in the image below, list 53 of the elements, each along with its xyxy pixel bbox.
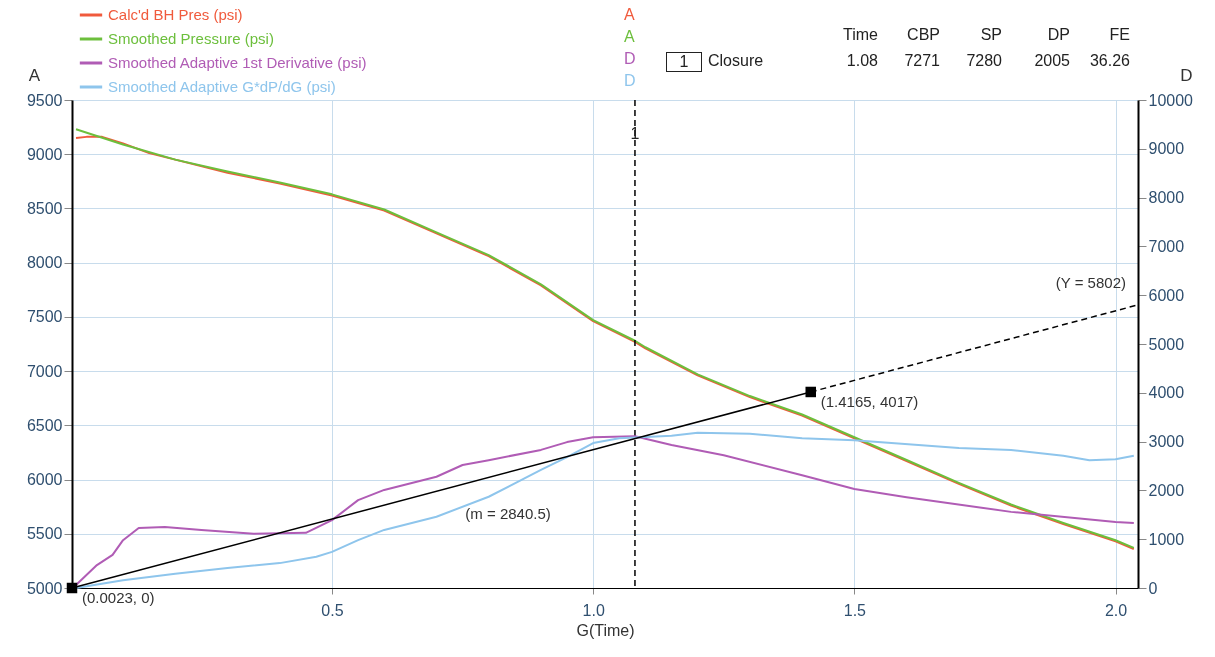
x-tick-label: 0.5: [321, 601, 344, 619]
text: A: [624, 6, 635, 23]
y2-tick-label: 6000: [1148, 286, 1185, 304]
text: 36.26: [1088, 52, 1130, 71]
annotation: (m = 2840.5): [465, 504, 551, 522]
text: (0.0023, 0): [82, 589, 155, 606]
annotation: (1.4165, 4017): [820, 392, 919, 410]
y2-tick-label: 3000: [1148, 433, 1185, 451]
y-tick-label: 7500: [26, 308, 63, 326]
y-tick-label: 8000: [26, 254, 63, 272]
text: CBP: [906, 26, 940, 44]
y-axis-title: A: [28, 65, 41, 85]
y-tick-label: 5000: [26, 579, 63, 597]
x-tick-label: 1.5: [843, 601, 867, 619]
y2-tick-label: 5000: [1148, 335, 1185, 353]
text: 2005: [1033, 52, 1070, 71]
y-tick-label: 6000: [26, 471, 63, 489]
text: 7280: [965, 52, 1002, 71]
legend-label: Calc'd BH Pres (psi): [108, 6, 243, 23]
y2-tick-label: 7000: [1148, 237, 1185, 255]
y2-tick-label: 9000: [1148, 140, 1185, 158]
legend-label: Smoothed Adaptive G*dP/dG (psi): [108, 78, 336, 95]
y-tick-label: 8500: [26, 199, 63, 217]
text: 1: [666, 52, 702, 72]
text: SP: [979, 26, 1002, 44]
text: FE: [1108, 26, 1130, 44]
x-tick-label: 1.0: [582, 601, 605, 619]
text: 7271: [903, 52, 940, 71]
y2-tick-label: 10000: [1148, 91, 1194, 109]
text: A: [624, 28, 635, 45]
text: Closure: [708, 52, 765, 71]
ref-line-label: 1: [630, 125, 640, 142]
y-tick-label: 5500: [26, 525, 63, 543]
y-tick-label: 7000: [26, 362, 63, 380]
y2-tick-label: 0: [1148, 579, 1158, 597]
y2-tick-label: 4000: [1148, 384, 1185, 402]
text: D: [1180, 65, 1193, 85]
y-tick-label: 6500: [26, 416, 63, 434]
x-axis-title: G(Time): [576, 621, 635, 639]
legend-label: Smoothed Adaptive 1st Derivative (psi): [108, 54, 367, 71]
text: DP: [1046, 26, 1070, 44]
x-tick-label: 2.0: [1104, 601, 1128, 619]
annotation: (Y = 5802): [1055, 273, 1126, 291]
y-tick-label: 9000: [26, 145, 63, 163]
y2-tick-label: 8000: [1148, 189, 1185, 207]
text: D: [624, 50, 636, 67]
y2-tick-label: 2000: [1148, 481, 1185, 499]
text: 1.08: [845, 52, 878, 71]
y2-axis-title: D: [624, 72, 636, 90]
y-tick-label: 9500: [26, 91, 63, 109]
legend-label: Smoothed Pressure (psi): [108, 30, 274, 47]
text: Time: [842, 26, 878, 44]
y2-tick-label: 1000: [1148, 530, 1185, 548]
